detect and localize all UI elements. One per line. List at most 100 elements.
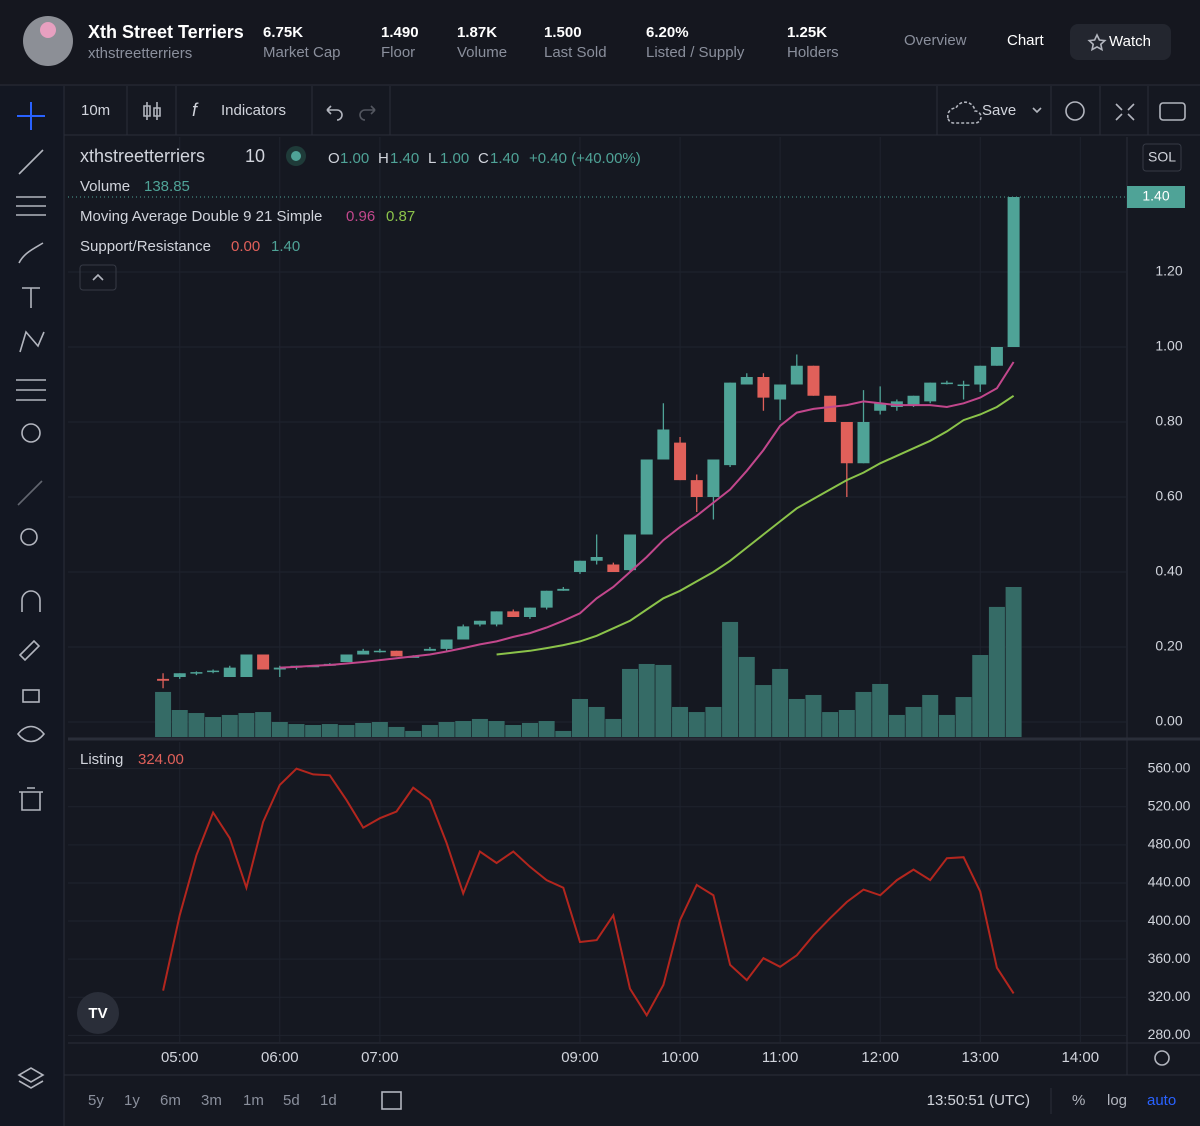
prediction-icon[interactable]	[16, 379, 46, 401]
eye-icon[interactable]	[16, 725, 46, 743]
brush-icon[interactable]	[18, 242, 44, 264]
nav-chart[interactable]: Chart	[1007, 32, 1045, 49]
legend-support: 0.00	[231, 238, 260, 255]
save-button[interactable]: Save	[982, 102, 1016, 119]
scale-option[interactable]: log	[1107, 1092, 1127, 1109]
candle-body	[624, 534, 637, 571]
legend-volume: Volume	[80, 178, 130, 195]
y-tick-label: 320.00	[1148, 988, 1191, 1004]
ohlc-change: +0.40 (+40.00%)	[529, 150, 641, 167]
scale-option[interactable]: auto	[1147, 1092, 1176, 1109]
y-tick-label: 0.80	[1155, 413, 1182, 429]
volume-bar	[605, 718, 622, 737]
cloud-icon	[946, 101, 982, 124]
indicators-button[interactable]: Indicators	[221, 102, 286, 119]
range-button[interactable]: 1d	[320, 1092, 337, 1109]
legend-ma-21: 0.87	[386, 208, 415, 225]
volume-bar	[1005, 587, 1022, 737]
y-tick-label: 1.20	[1155, 263, 1182, 279]
trend-line-icon[interactable]	[18, 149, 44, 175]
crosshair-icon[interactable]	[17, 102, 45, 130]
candle-body	[540, 590, 553, 608]
candle-body	[173, 673, 186, 677]
candle-body	[257, 654, 270, 670]
text-icon[interactable]	[22, 287, 40, 308]
collection-handle: xthstreetterriers	[88, 45, 192, 62]
candle-body	[924, 382, 937, 402]
volume-bar	[221, 714, 238, 737]
volume-bar	[805, 694, 822, 737]
range-button[interactable]: 1m	[243, 1092, 264, 1109]
y-tick-label: 360.00	[1148, 950, 1191, 966]
candle-body	[223, 667, 236, 677]
stat-label: Last Sold	[544, 44, 607, 61]
time-settings[interactable]	[1154, 1050, 1170, 1066]
collapse-button[interactable]	[79, 264, 117, 291]
candle-body	[840, 422, 853, 464]
scale-option[interactable]: %	[1072, 1092, 1085, 1109]
save-menu[interactable]	[1032, 107, 1042, 114]
volume-bar	[455, 721, 472, 737]
lock-icon[interactable]	[22, 689, 40, 703]
candle-body	[590, 557, 603, 561]
magnet-icon[interactable]	[21, 590, 41, 612]
candle-body	[940, 382, 953, 385]
stat-label: Listed / Supply	[646, 44, 745, 61]
volume-bar	[388, 726, 405, 737]
trash-icon[interactable]	[19, 787, 43, 811]
range-button[interactable]: 5y	[88, 1092, 104, 1109]
candle-body	[273, 667, 286, 670]
candles-icon[interactable]	[143, 102, 161, 120]
ohlc-key: C	[478, 150, 489, 167]
y-tick-label: 400.00	[1148, 912, 1191, 928]
range-button[interactable]: 3m	[201, 1092, 222, 1109]
candle-body	[740, 377, 753, 385]
range-button[interactable]: 6m	[160, 1092, 181, 1109]
volume-bar	[705, 706, 722, 737]
volume-bar	[638, 663, 655, 737]
settings-icon[interactable]	[1065, 101, 1085, 121]
legend-ohlc: O 1.00 H 1.40 L 1.00 C 1.40 +0.40 (+40.00%)	[328, 150, 641, 167]
status-dot-inner	[291, 151, 301, 161]
pattern-icon[interactable]	[19, 330, 45, 353]
layers-icon[interactable]	[17, 1067, 45, 1089]
undo-icon[interactable]	[326, 105, 343, 121]
volume-bar	[238, 713, 255, 737]
candle-body	[423, 648, 436, 651]
ruler-icon[interactable]	[17, 480, 43, 506]
volume-bar	[672, 706, 689, 737]
candle-body	[340, 654, 353, 662]
zoom-icon[interactable]	[20, 528, 38, 546]
stat-value: 1.490	[381, 24, 419, 41]
x-tick-label: 09:00	[561, 1049, 599, 1066]
x-tick-label: 05:00	[161, 1049, 199, 1066]
candle-body	[907, 395, 920, 406]
stat-value: 6.20%	[646, 24, 689, 41]
stat-value: 1.25K	[787, 24, 827, 41]
range-button[interactable]: 5d	[283, 1092, 300, 1109]
nav-overview[interactable]: Overview	[904, 32, 967, 49]
camera-icon[interactable]	[1159, 102, 1186, 121]
ohlc-value: 1.00	[340, 150, 369, 167]
fib-icon[interactable]	[16, 196, 46, 216]
volume-bar	[421, 725, 438, 737]
currency-box[interactable]	[1142, 143, 1182, 172]
interval-button[interactable]: 10m	[81, 102, 110, 119]
candle-body	[490, 611, 503, 625]
currency[interactable]: SOL	[1148, 149, 1176, 165]
y-tick-label: 0.20	[1155, 638, 1182, 654]
emoji-icon[interactable]	[21, 423, 41, 443]
last-price-box	[1127, 186, 1185, 208]
fullscreen-icon[interactable]	[1115, 103, 1135, 121]
watch-button[interactable]	[1070, 24, 1171, 60]
candle-body	[207, 670, 220, 673]
volume-bar	[938, 714, 955, 737]
date-range-icon[interactable]	[381, 1091, 402, 1110]
stat-label: Floor	[381, 44, 415, 61]
lock-draw-icon[interactable]	[18, 639, 41, 662]
candle-body	[957, 384, 970, 386]
redo-icon[interactable]	[359, 105, 376, 121]
range-button[interactable]: 1y	[124, 1092, 140, 1109]
watch-label[interactable]: Watch	[1109, 33, 1151, 50]
